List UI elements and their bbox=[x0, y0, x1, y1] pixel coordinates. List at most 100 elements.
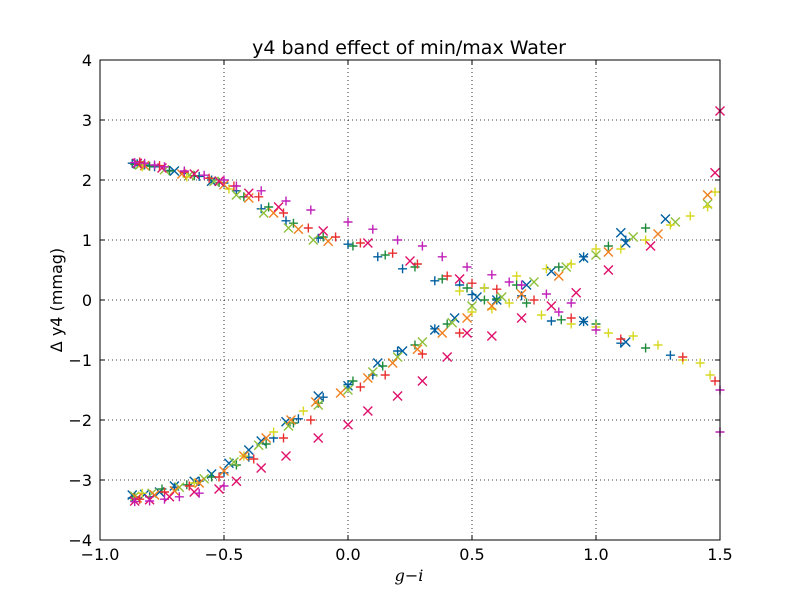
x-marker-point bbox=[219, 179, 229, 190]
x-marker-point bbox=[243, 445, 254, 455]
x-marker-point bbox=[268, 208, 279, 218]
plus-marker-point bbox=[410, 340, 420, 350]
plus-marker-point bbox=[256, 186, 266, 196]
plus-marker-point bbox=[261, 439, 271, 449]
plus-marker-point bbox=[204, 173, 214, 183]
x-marker-point bbox=[462, 328, 473, 338]
axis-ticks: −1.0 −0.5 0.0 0.5 1.0 1.5 −4 −3 −2 −1 0 1 2 3 4 bbox=[68, 51, 732, 564]
plus-marker-point bbox=[522, 298, 532, 308]
x-marker-point bbox=[521, 280, 532, 290]
plus-marker-point bbox=[703, 202, 713, 212]
x-marker-point bbox=[447, 317, 458, 328]
x-marker-point bbox=[437, 328, 448, 338]
plus-marker-point bbox=[541, 289, 551, 299]
plus-marker-point bbox=[219, 481, 229, 491]
x-marker-point bbox=[397, 346, 408, 356]
y-tick-label: 4 bbox=[82, 51, 92, 70]
plus-marker-point bbox=[603, 241, 613, 251]
plus-marker-point bbox=[373, 252, 383, 262]
x-marker-point bbox=[189, 487, 200, 497]
x-tick-label: 0.0 bbox=[335, 545, 360, 564]
x-marker-point bbox=[256, 463, 267, 473]
plus-marker-point bbox=[159, 162, 169, 172]
x-marker-point bbox=[454, 274, 465, 284]
plus-marker-point bbox=[504, 277, 514, 287]
plus-marker-point bbox=[281, 196, 291, 206]
y-tick-label: 2 bbox=[82, 171, 92, 190]
plus-marker-point bbox=[219, 468, 229, 478]
x-marker-point bbox=[486, 331, 497, 341]
x-tick-label: 1.5 bbox=[707, 545, 732, 564]
x-marker-point bbox=[653, 229, 663, 239]
x-marker-point bbox=[362, 238, 373, 248]
x-marker-point bbox=[516, 313, 527, 323]
plus-marker-point bbox=[554, 307, 564, 317]
x-tick-label: −0.5 bbox=[205, 545, 244, 564]
plus-marker-point bbox=[455, 328, 465, 338]
x-marker-point bbox=[243, 188, 254, 199]
x-tick-label: −1.0 bbox=[81, 545, 120, 564]
plus-marker-point bbox=[189, 171, 199, 181]
x-marker-point bbox=[591, 250, 601, 260]
x-marker-point bbox=[546, 301, 557, 311]
data-points bbox=[127, 106, 725, 507]
y-axis-label: Δ y4 (mmag) bbox=[47, 248, 66, 352]
plus-marker-point bbox=[556, 315, 566, 325]
x-marker-point bbox=[318, 226, 329, 236]
plus-marker-point bbox=[479, 283, 489, 293]
x-marker-point bbox=[362, 406, 373, 416]
plus-marker-point bbox=[159, 494, 169, 504]
x-marker-point bbox=[323, 236, 334, 247]
plus-marker-point bbox=[306, 415, 316, 425]
plus-marker-point bbox=[591, 325, 601, 335]
plus-marker-point bbox=[566, 313, 576, 323]
x-marker-point bbox=[214, 176, 225, 187]
x-marker-point bbox=[603, 247, 614, 257]
x-marker-point bbox=[392, 391, 403, 401]
plus-marker-point bbox=[462, 283, 472, 293]
x-marker-point bbox=[273, 202, 284, 212]
x-tick-label: 0.5 bbox=[459, 545, 484, 564]
plus-marker-point bbox=[566, 259, 576, 269]
x-marker-point bbox=[169, 166, 180, 176]
x-marker-point bbox=[496, 292, 507, 302]
plus-marker-point bbox=[145, 496, 155, 506]
x-marker-point bbox=[392, 352, 403, 362]
x-marker-point bbox=[243, 193, 254, 203]
x-marker-point bbox=[343, 385, 353, 395]
x-marker-point bbox=[486, 301, 497, 311]
x-marker-point bbox=[231, 190, 242, 200]
x-marker-point bbox=[169, 485, 180, 496]
plus-marker-point bbox=[678, 352, 688, 362]
y-tick-label: −2 bbox=[68, 411, 92, 430]
x-marker-point bbox=[189, 169, 200, 179]
x-marker-point bbox=[603, 265, 614, 275]
plus-marker-point bbox=[303, 223, 313, 233]
plus-marker-point bbox=[306, 205, 316, 215]
y-tick-label: −4 bbox=[68, 531, 92, 550]
plus-marker-point bbox=[685, 211, 695, 221]
x-marker-point bbox=[283, 223, 294, 233]
plus-marker-point bbox=[492, 284, 502, 294]
plus-marker-point bbox=[603, 328, 613, 338]
x-marker-point bbox=[660, 214, 671, 224]
plus-marker-point bbox=[455, 286, 465, 296]
x-marker-point bbox=[553, 271, 564, 281]
plus-marker-point bbox=[430, 276, 440, 286]
plus-marker-point bbox=[194, 488, 204, 498]
plus-marker-point bbox=[318, 232, 328, 242]
x-marker-point bbox=[417, 337, 428, 347]
x-axis-label: g−i bbox=[395, 566, 424, 585]
y-tick-label: 0 bbox=[82, 291, 92, 310]
plus-marker-point bbox=[298, 406, 308, 416]
x-marker-point bbox=[228, 457, 239, 467]
plus-marker-point bbox=[184, 481, 194, 491]
plus-marker-point bbox=[380, 250, 390, 260]
x-marker-point bbox=[529, 277, 539, 287]
x-marker-point bbox=[367, 367, 378, 377]
plus-marker-point bbox=[249, 454, 259, 464]
plus-marker-point bbox=[462, 262, 472, 272]
x-marker-point bbox=[313, 433, 324, 443]
x-marker-point bbox=[261, 433, 272, 443]
